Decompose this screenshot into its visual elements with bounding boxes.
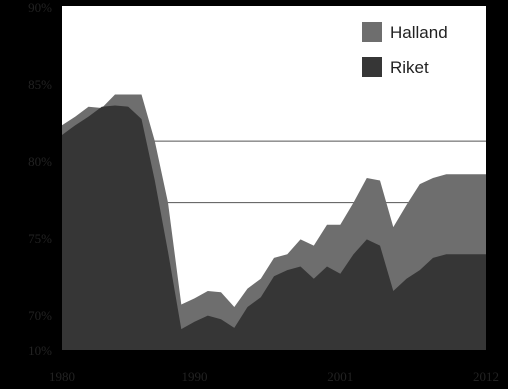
x-tick-label: 1990 xyxy=(182,369,208,384)
y-tick-label: 90% xyxy=(28,0,52,15)
y-tick-label: 10% xyxy=(28,343,52,358)
area-riket xyxy=(62,105,486,350)
series-layer xyxy=(62,94,486,350)
x-axis-ticks: 1980 1990 2001 2012 xyxy=(49,369,499,384)
legend-swatch-riket xyxy=(362,57,382,77)
legend: Halland Riket xyxy=(362,22,448,77)
y-tick-label: 70% xyxy=(28,308,52,323)
x-tick-label: 1980 xyxy=(49,369,75,384)
x-tick-label: 2001 xyxy=(327,369,353,384)
y-tick-label: 80% xyxy=(28,154,52,169)
x-tick-label: 2012 xyxy=(473,369,499,384)
legend-swatch-halland xyxy=(362,22,382,42)
y-axis-ticks: 90% 85% 80% 75% 70% 10% xyxy=(28,0,52,358)
y-tick-label: 75% xyxy=(28,231,52,246)
legend-label-halland: Halland xyxy=(390,23,448,42)
y-tick-label: 85% xyxy=(28,77,52,92)
legend-label-riket: Riket xyxy=(390,58,429,77)
